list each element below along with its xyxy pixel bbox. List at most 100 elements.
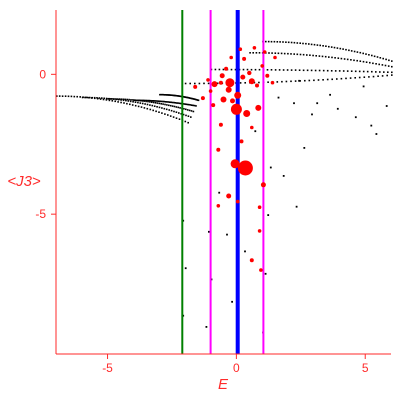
black-band-point [230, 68, 233, 71]
black-band-point [91, 96, 93, 99]
black-band-point [166, 94, 169, 96]
black-band-point [343, 58, 346, 60]
black-band-point [254, 68, 257, 71]
black-band-point [96, 97, 98, 99]
black-band-point [133, 99, 135, 102]
black-band-point [305, 42, 307, 45]
black-band-point [239, 82, 242, 84]
red-point [248, 78, 255, 85]
black-band-point [114, 100, 116, 103]
black-band-point [340, 57, 343, 60]
black-band-point [193, 104, 196, 107]
black-band-point [359, 60, 362, 62]
red-point [235, 199, 240, 204]
red-point [237, 160, 253, 176]
red-point [226, 193, 232, 199]
black-band-point [287, 41, 290, 44]
black-band-point [58, 95, 61, 97]
black-band-point [88, 96, 90, 99]
red-point [225, 78, 235, 88]
black-band-point [294, 69, 297, 71]
black-band-point [334, 57, 336, 59]
black-band-point [168, 109, 170, 111]
black-band-point [93, 96, 96, 99]
black-band-point [107, 98, 110, 100]
black-band-point [139, 102, 142, 104]
red-point [249, 258, 254, 263]
x-tick-label: -5 [102, 361, 113, 375]
black-band-point [345, 77, 347, 80]
black-band-point [190, 116, 192, 118]
black-band-point [354, 70, 357, 73]
red-point [259, 268, 263, 272]
black-band-point [183, 108, 185, 110]
black-band-point [147, 100, 149, 103]
black-point [298, 79, 300, 82]
black-band-point [379, 57, 382, 59]
black-band-point [122, 99, 125, 102]
red-point [193, 84, 198, 89]
black-band-8 [262, 40, 393, 62]
black-band-point [136, 99, 138, 102]
black-band-point [331, 56, 333, 59]
black-band-point [168, 94, 171, 96]
black-band-point [353, 50, 356, 53]
black-band-point [391, 71, 393, 74]
black-point [375, 133, 378, 135]
black-band-point [304, 79, 306, 82]
black-band-point [126, 98, 128, 101]
black-band-point [336, 47, 339, 49]
black-band-point [151, 101, 153, 103]
black-band-point [128, 98, 130, 101]
black-band-point [184, 120, 187, 123]
black-point [282, 175, 285, 177]
black-band-point [197, 99, 200, 102]
black-band-1 [81, 96, 192, 118]
black-point [231, 300, 233, 303]
red-point [255, 104, 262, 111]
black-band-point [141, 99, 144, 102]
black-band-point [325, 45, 327, 47]
x-tick-label: 0 [233, 361, 240, 375]
black-band-point [302, 42, 304, 45]
red-point [230, 98, 235, 104]
black-band-point [163, 107, 166, 110]
black-band-point [186, 109, 189, 111]
black-band-point [326, 69, 329, 72]
black-band-3 [133, 99, 197, 107]
black-band-point [317, 79, 320, 81]
black-band-point [362, 52, 364, 55]
black-band-point [312, 54, 314, 57]
black-band-point [331, 78, 333, 81]
black-band-point [376, 56, 379, 58]
black-band-point [282, 41, 284, 43]
black-band-point [129, 103, 131, 106]
black-band-point [339, 47, 342, 50]
black-band-point [118, 98, 121, 100]
black-band-point [149, 99, 152, 102]
black-band-point [363, 76, 366, 78]
black-band-point [310, 69, 313, 72]
black-scatter-bands [56, 40, 393, 124]
black-point [254, 130, 257, 133]
black-band-point [290, 53, 292, 55]
black-band-point [154, 102, 157, 104]
black-band-point [319, 44, 321, 47]
red-point [242, 56, 247, 61]
x-ticks: -5 0 5 [102, 354, 369, 375]
red-point [252, 46, 257, 50]
black-band-point [246, 68, 249, 71]
black-band-point [132, 101, 134, 103]
black-band-point [134, 104, 137, 107]
black-band-point [103, 97, 105, 100]
black-band-point [391, 60, 393, 62]
black-band-point [134, 101, 137, 103]
black-band-point [85, 96, 87, 99]
black-band-point [149, 101, 151, 103]
black-band-point [175, 94, 177, 97]
black-band-point [187, 96, 189, 99]
black-band-point [302, 69, 305, 72]
black-band-point [278, 69, 281, 71]
black-band-point [366, 70, 369, 73]
black-band-point [125, 99, 127, 102]
